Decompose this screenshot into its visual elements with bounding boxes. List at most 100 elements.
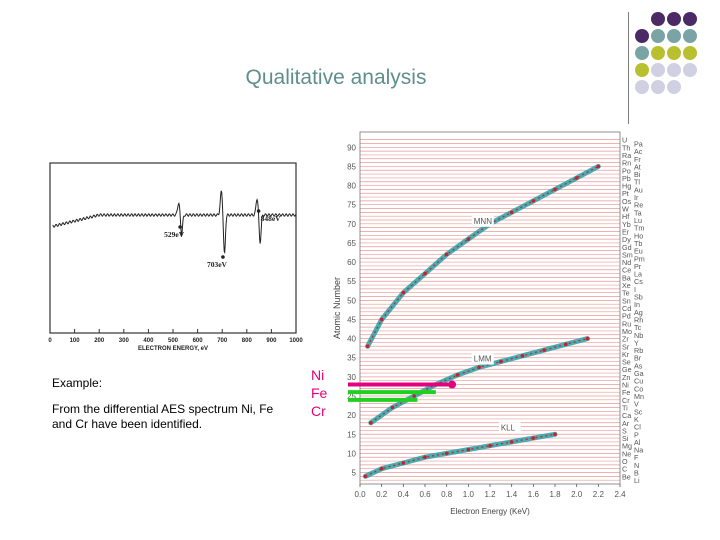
auger-element-symbol: Kr <box>622 350 630 359</box>
aes-peak-label: 848eV <box>261 214 282 223</box>
auger-element-symbol: Lu <box>634 216 642 225</box>
auger-element-symbol: Se <box>622 358 631 367</box>
auger-element-symbol: Au <box>634 185 643 194</box>
auger-x-tick-label: 1.8 <box>549 490 561 499</box>
auger-y-tick-label: 50 <box>347 296 356 305</box>
auger-element-symbol: Cu <box>634 377 643 386</box>
auger-data-point <box>444 451 449 456</box>
auger-element-symbol: Mo <box>622 327 632 336</box>
aes-x-tick-label: 600 <box>193 338 204 344</box>
auger-data-point <box>509 210 514 215</box>
auger-data-point <box>553 187 557 192</box>
auger-element-symbol: Sc <box>634 407 643 416</box>
auger-element-symbol: Na <box>634 446 643 455</box>
element-label-fe: Fe <box>311 385 328 401</box>
aes-peak-label: 529eV <box>164 230 185 239</box>
auger-y-tick-label: 30 <box>347 373 356 382</box>
auger-x-tick-label: 0.6 <box>419 490 431 499</box>
auger-element-symbol: U <box>622 136 627 145</box>
auger-x-tick-label: 0.0 <box>354 490 366 499</box>
auger-x-tick-label: 0.8 <box>441 490 453 499</box>
auger-element-symbol: Re <box>634 201 643 210</box>
auger-element-symbol: P <box>634 430 639 439</box>
auger-element-symbol: Xe <box>622 281 631 290</box>
auger-element-symbol: Li <box>634 476 640 485</box>
auger-series-label: KLL <box>501 423 516 432</box>
auger-series-band-mnn <box>365 163 601 349</box>
auger-element-symbol: Nb <box>634 331 643 340</box>
auger-series-label: LMM <box>474 355 492 364</box>
decorative-dot <box>683 63 697 77</box>
auger-element-symbol: Ba <box>622 273 631 282</box>
auger-element-symbol: Rb <box>634 346 643 355</box>
auger-element-symbol: Cr <box>622 396 630 405</box>
auger-element-symbol: Pd <box>622 312 631 321</box>
auger-element-symbol: Al <box>634 438 641 447</box>
auger-element-symbol: Tb <box>634 239 642 248</box>
auger-element-symbol: As <box>634 361 643 370</box>
decorative-dot <box>651 12 665 26</box>
auger-element-symbol: Te <box>622 289 630 298</box>
auger-element-symbol: Ne <box>622 449 631 458</box>
auger-data-point <box>553 432 557 437</box>
auger-data-point <box>423 455 427 460</box>
auger-element-symbol: Ta <box>634 208 642 217</box>
auger-series-label-bg <box>471 215 494 227</box>
auger-data-point <box>542 348 546 352</box>
auger-x-tick-label: 1.0 <box>463 490 475 499</box>
auger-element-symbol: Pa <box>634 139 643 148</box>
element-label-ni: Ni <box>311 367 325 383</box>
auger-element-symbol: Ru <box>622 319 631 328</box>
auger-x-tick-label: 0.2 <box>376 490 388 499</box>
auger-x-tick-label: 1.4 <box>506 490 518 499</box>
auger-y-axis-title: Atomic Number <box>332 277 342 339</box>
auger-element-symbol: Pm <box>634 254 645 263</box>
aes-peak-marker <box>221 255 225 259</box>
auger-element-symbol: Sb <box>634 293 643 302</box>
aes-x-tick-label: 800 <box>242 338 253 344</box>
auger-data-point <box>499 359 503 364</box>
auger-data-point <box>488 443 492 448</box>
aes-x-tick-label: 700 <box>217 338 228 344</box>
auger-element-symbol: Sm <box>622 250 633 259</box>
auger-data-point <box>379 317 384 322</box>
aes-peak-marker <box>256 209 261 213</box>
auger-y-tick-label: 65 <box>347 239 356 248</box>
auger-element-symbol: Rh <box>634 315 643 324</box>
auger-element-symbol: Zn <box>622 373 630 382</box>
example-heading: Example: <box>52 376 103 390</box>
auger-element-symbol: O <box>622 457 628 466</box>
auger-element-symbol: Si <box>622 434 629 443</box>
auger-y-tick-label: 75 <box>347 201 356 210</box>
slide-title: Qualitative analysis <box>245 66 427 89</box>
aes-x-tick-label: 900 <box>266 338 277 344</box>
auger-element-symbol: Ir <box>634 193 639 202</box>
auger-element-symbol: Hf <box>622 212 629 221</box>
auger-data-point <box>379 466 384 471</box>
auger-element-symbol: Be <box>622 472 631 481</box>
aes-x-axis-title: ELECTRON ENERGY, eV <box>138 346 208 352</box>
auger-y-tick-label: 60 <box>347 258 356 267</box>
auger-y-tick-label: 5 <box>352 469 357 478</box>
auger-element-symbol: Ce <box>622 266 631 275</box>
auger-element-symbol: Cd <box>622 304 631 313</box>
auger-y-tick-label: 45 <box>347 315 356 324</box>
auger-data-point <box>401 290 406 295</box>
decorative-dot <box>651 29 665 43</box>
auger-series-line-lmm <box>370 338 588 424</box>
auger-element-symbol: Mg <box>622 442 632 451</box>
auger-element-symbol: Ac <box>634 147 643 156</box>
auger-energy-chart: 5 10 15 20 25 30 35 40 45 50 55 60 65 70 75 80 85 90 0.0 0.… <box>332 131 645 516</box>
auger-element-symbol: Pb <box>622 174 631 183</box>
auger-y-tick-label: 15 <box>347 430 356 439</box>
auger-y-tick-label: 85 <box>347 162 356 171</box>
auger-y-tick-label: 35 <box>347 354 356 363</box>
auger-data-point <box>531 436 536 440</box>
auger-data-point <box>423 271 427 276</box>
decorative-dot <box>683 12 697 26</box>
auger-element-symbol: Fe <box>622 388 630 397</box>
auger-element-symbol: F <box>634 453 639 462</box>
auger-highlight-dot-ni <box>448 380 457 389</box>
auger-data-point <box>585 336 590 341</box>
aes-peak-label: 703eV <box>207 260 228 269</box>
